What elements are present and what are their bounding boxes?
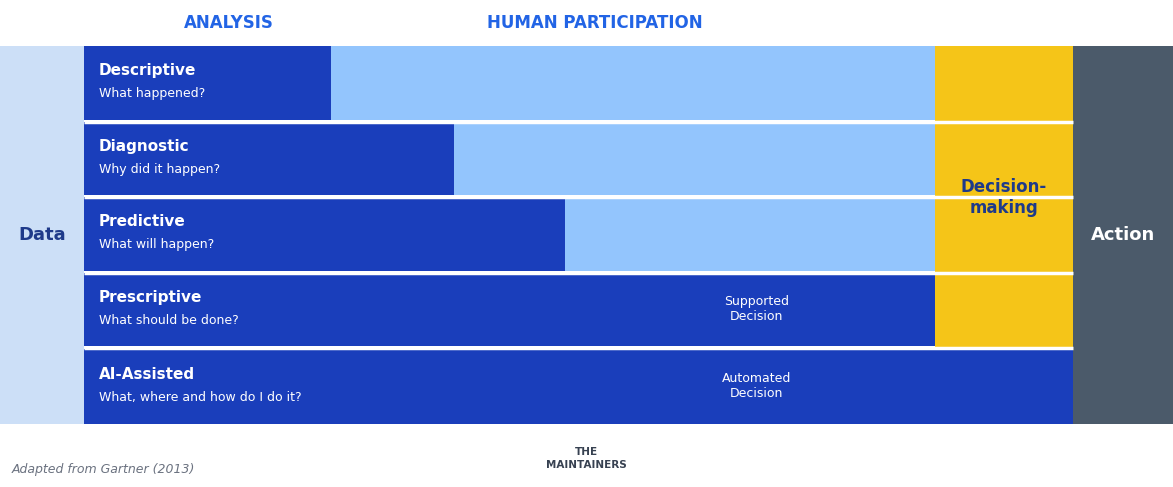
Bar [84,273,935,346]
Text: Descriptive: Descriptive [99,63,196,78]
Bar [84,122,454,195]
Text: What, where and how do I do it?: What, where and how do I do it? [99,391,301,404]
Bar [84,46,935,120]
Text: Why did it happen?: Why did it happen? [99,163,219,176]
Text: THE
MAINTAINERS: THE MAINTAINERS [547,447,626,470]
Bar [84,197,935,271]
Text: AI-Assisted: AI-Assisted [99,367,195,382]
Text: Supported
Decision: Supported Decision [724,296,789,323]
Bar [84,349,935,424]
Bar [84,197,565,271]
Text: Adapted from Gartner (2013): Adapted from Gartner (2013) [12,463,195,476]
Text: What should be done?: What should be done? [99,314,238,327]
Text: Data: Data [19,226,66,244]
Text: Prescriptive: Prescriptive [99,290,202,305]
Bar [84,46,331,120]
Text: What will happen?: What will happen? [99,238,213,251]
Bar [1073,46,1173,424]
Bar [935,350,1073,424]
Bar [0,46,84,424]
Text: ANALYSIS: ANALYSIS [184,14,274,32]
Text: HUMAN PARTICIPATION: HUMAN PARTICIPATION [487,14,703,32]
Text: Diagnostic: Diagnostic [99,139,189,154]
Text: Predictive: Predictive [99,214,185,229]
Bar [935,46,1073,348]
Text: Automated
Decision: Automated Decision [721,373,792,400]
Text: Decision-
making: Decision- making [961,178,1047,217]
Bar [84,122,935,195]
Text: Action: Action [1091,226,1155,244]
Text: What happened?: What happened? [99,87,205,100]
